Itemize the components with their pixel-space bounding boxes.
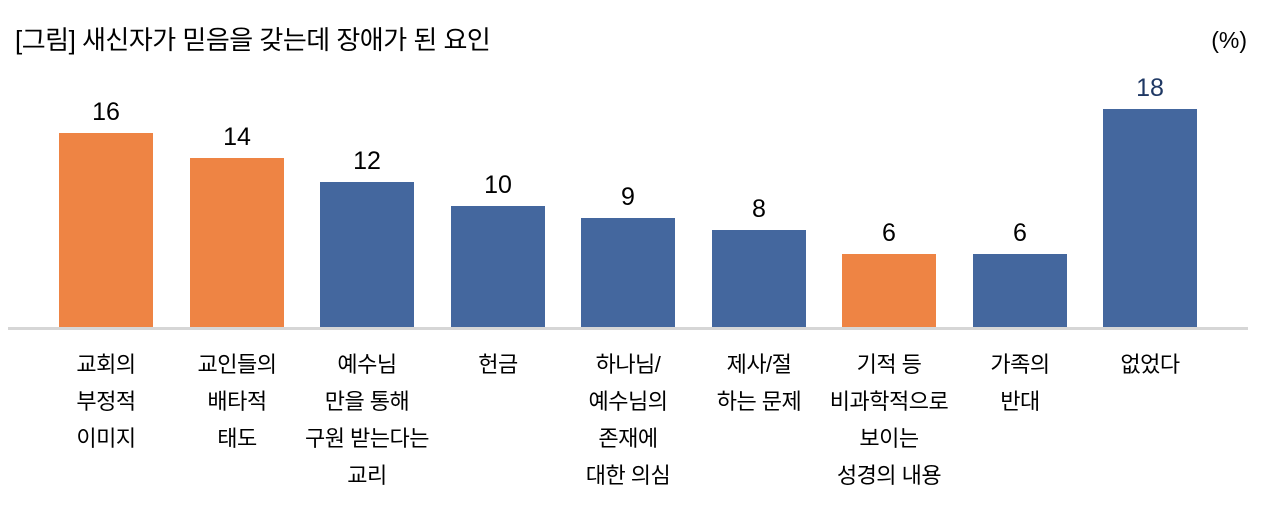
x-axis-line [8, 327, 1248, 330]
bar-category-label: 가족의 반대 [990, 352, 1050, 414]
bar-value-label: 10 [484, 171, 512, 199]
bar-category-label: 헌금 [478, 352, 518, 377]
bar [190, 158, 284, 327]
bar [581, 218, 675, 327]
bar-category-label: 예수님 만을 통해 구원 받는다는 교리 [304, 352, 430, 488]
bar-value-label: 14 [223, 123, 251, 151]
chart-title: [그림] 새신자가 믿음을 갖는데 장애가 된 요인 [15, 25, 491, 55]
bar [712, 230, 806, 327]
bar [59, 133, 153, 327]
bar-value-label: 6 [1013, 219, 1027, 247]
bar-category-label: 교인들의 배타적 태도 [197, 352, 277, 451]
bar-value-label: 8 [752, 195, 766, 223]
bar [1103, 109, 1197, 327]
bar-value-label: 16 [92, 98, 120, 126]
bar [451, 206, 545, 327]
bar-category-label: 교회의 부정적 이미지 [76, 352, 136, 451]
bar-value-label: 6 [882, 219, 896, 247]
bar-category-label: 제사/절 하는 문제 [716, 352, 802, 414]
bar-category-label: 기적 등 비과학적으로 보이는 성경의 내용 [829, 352, 949, 488]
bar-value-label: 12 [353, 147, 381, 175]
bar [842, 254, 936, 327]
bar-category-label: 없었다 [1120, 352, 1180, 377]
bar-value-label: 9 [621, 183, 635, 211]
bar-category-label: 하나님/ 예수님의 존재에 대한 의심 [585, 352, 671, 488]
bar [320, 182, 414, 327]
bar [973, 254, 1067, 327]
unit-label: (%) [1211, 27, 1247, 53]
bar-value-label: 18 [1136, 74, 1164, 102]
